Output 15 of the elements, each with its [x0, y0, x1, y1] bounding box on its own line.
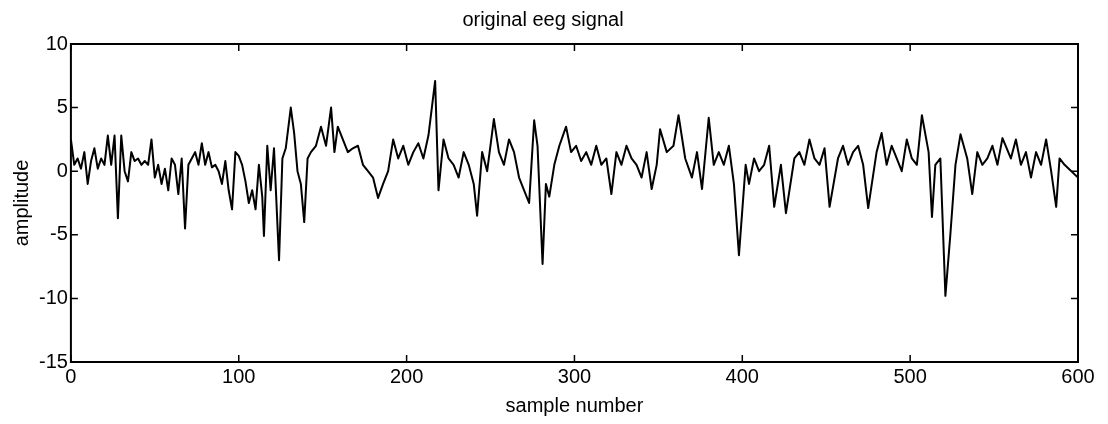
x-tick-label: 400: [725, 364, 759, 387]
chart-title: original eeg signal: [462, 7, 624, 30]
x-tick-label: 300: [557, 364, 592, 387]
y-tick-label: 0: [56, 158, 68, 181]
x-tick-label: 100: [222, 364, 256, 387]
x-tick-label: 200: [389, 364, 424, 387]
y-tick-label: 5: [56, 95, 68, 118]
x-tick-label: 500: [893, 364, 927, 387]
y-tick-label: 10: [45, 31, 68, 54]
y-tick-label: -15: [39, 349, 68, 372]
y-tick-label: -5: [50, 222, 68, 245]
x-axis-title: sample number: [505, 393, 644, 416]
y-tick-label: -10: [39, 285, 68, 308]
x-tick-label: 600: [1061, 364, 1095, 387]
y-axis-title: amplitude: [9, 159, 32, 247]
